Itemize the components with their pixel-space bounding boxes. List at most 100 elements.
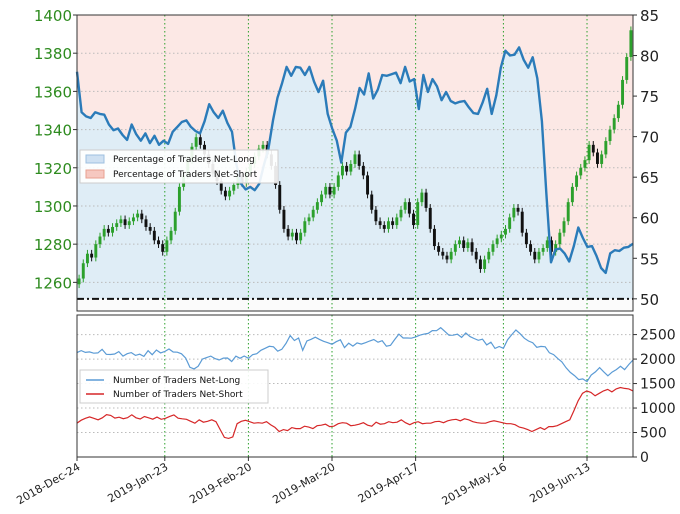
candle-body [161, 244, 165, 252]
pct-tick-label: 55 [640, 250, 659, 268]
candle-body [148, 226, 152, 231]
candle-body [386, 221, 390, 229]
price-tick-label: 1280 [34, 236, 72, 254]
candle-body [487, 251, 491, 260]
legend-net-long-pct: Percentage of Traders Net-Long [113, 155, 255, 165]
candle-body [361, 165, 365, 176]
candle-body [558, 232, 562, 245]
candle-body [328, 186, 332, 195]
candle-body [194, 137, 198, 147]
candle-body [136, 213, 140, 218]
net-short-fill [77, 15, 633, 273]
date-tick-label: 2018-Dec-24 [14, 460, 82, 507]
candle-body [115, 223, 119, 227]
candle-body [378, 221, 382, 226]
candle-body [470, 242, 474, 252]
price-tick-label: 1260 [34, 274, 72, 292]
count-legend: Number of Traders Net-Long Number of Tra… [79, 369, 269, 404]
pct-tick-label: 70 [640, 129, 659, 147]
candle-body [412, 213, 415, 226]
candle-body [374, 209, 378, 222]
candle-body [629, 30, 633, 58]
candle-body [366, 175, 370, 195]
candle-body [198, 137, 202, 145]
candle-body [282, 209, 286, 229]
candle-body [445, 255, 449, 260]
candle-body [453, 244, 457, 252]
candle-body [466, 242, 470, 248]
candle-body [566, 202, 570, 222]
price-tick-label: 1300 [34, 198, 72, 216]
candle-body [562, 221, 566, 233]
candle-body [165, 240, 169, 252]
date-tick-label: 2019-May-16 [440, 460, 509, 508]
candle-body [303, 221, 307, 233]
candle-body [223, 190, 227, 197]
candle-body [587, 144, 591, 161]
candle-body [545, 240, 549, 248]
candle-body [77, 278, 81, 285]
price-tick-label: 1380 [34, 45, 72, 63]
pct-tick-label: 85 [640, 7, 659, 25]
candle-body [173, 211, 177, 231]
legend-net-short-pct: Percentage of Traders Net-Short [113, 170, 258, 180]
candle-body [424, 192, 428, 208]
candle-body [102, 228, 106, 237]
candle-body [616, 104, 620, 119]
candle-body [152, 230, 156, 241]
candle-body [495, 238, 499, 245]
candle-body [340, 165, 344, 176]
candle-body [111, 226, 114, 233]
count-tick-label: 2500 [640, 328, 676, 344]
candle-body [299, 232, 303, 241]
candle-body [491, 244, 495, 252]
candle-body [483, 259, 487, 269]
candle-body [157, 240, 160, 245]
candle-body [349, 163, 353, 172]
candle-body [353, 154, 357, 164]
candle-body [449, 251, 453, 260]
candle-body [332, 186, 336, 195]
candle-body [604, 141, 608, 155]
candle-body [85, 253, 89, 264]
candle-body [320, 194, 324, 203]
candle-body [219, 181, 223, 191]
candle-body [612, 118, 616, 130]
candle-body [324, 186, 328, 195]
candle-body [395, 217, 399, 226]
date-tick-label: 2019-Mar-20 [270, 460, 337, 506]
candle-body [311, 209, 315, 218]
candle-body [177, 186, 181, 212]
date-tick-label: 2019-Jun-13 [527, 460, 592, 505]
candle-body [278, 184, 282, 210]
candle-body [290, 232, 294, 237]
pct-tick-label: 75 [640, 88, 659, 106]
pct-tick-label: 80 [640, 48, 659, 66]
candle-body [596, 152, 599, 164]
bottom-frame [76, 314, 634, 458]
price-tick-label: 1340 [34, 122, 72, 140]
date-tick-label: 2019-Jan-23 [105, 460, 170, 505]
series-line [76, 386, 634, 440]
price-sentiment-panel: 1260 1280 1300 1320 1340 1360 1380 1400 50 55 60 65… [34, 7, 659, 312]
candle-body [391, 221, 395, 226]
candle-body [537, 251, 541, 260]
candle-body [94, 244, 98, 258]
candle-body [621, 79, 625, 105]
price-tick-label: 1360 [34, 83, 72, 101]
count-tick-label: 0 [640, 450, 649, 466]
pct-net-long-line [75, 46, 634, 275]
date-tick-label: 2019-Feb-20 [187, 460, 254, 506]
candle-body [228, 190, 232, 197]
percentage-legend: Percentage of Traders Net-Long Percentag… [79, 149, 279, 184]
date-axis: 2018-Dec-24 2019-Jan-23 2019-Feb-20 2019-Ma… [14, 457, 593, 508]
pct-tick-label: 65 [640, 169, 659, 187]
price-tick-label: 1400 [34, 7, 72, 25]
count-tick-label: 1000 [640, 401, 676, 417]
candle-body [307, 217, 311, 222]
count-tick-label: 2000 [640, 352, 676, 368]
candle-body [499, 234, 503, 239]
count-tick-label: 1500 [640, 377, 676, 393]
candle-body [403, 202, 407, 210]
candle-body [533, 251, 537, 260]
